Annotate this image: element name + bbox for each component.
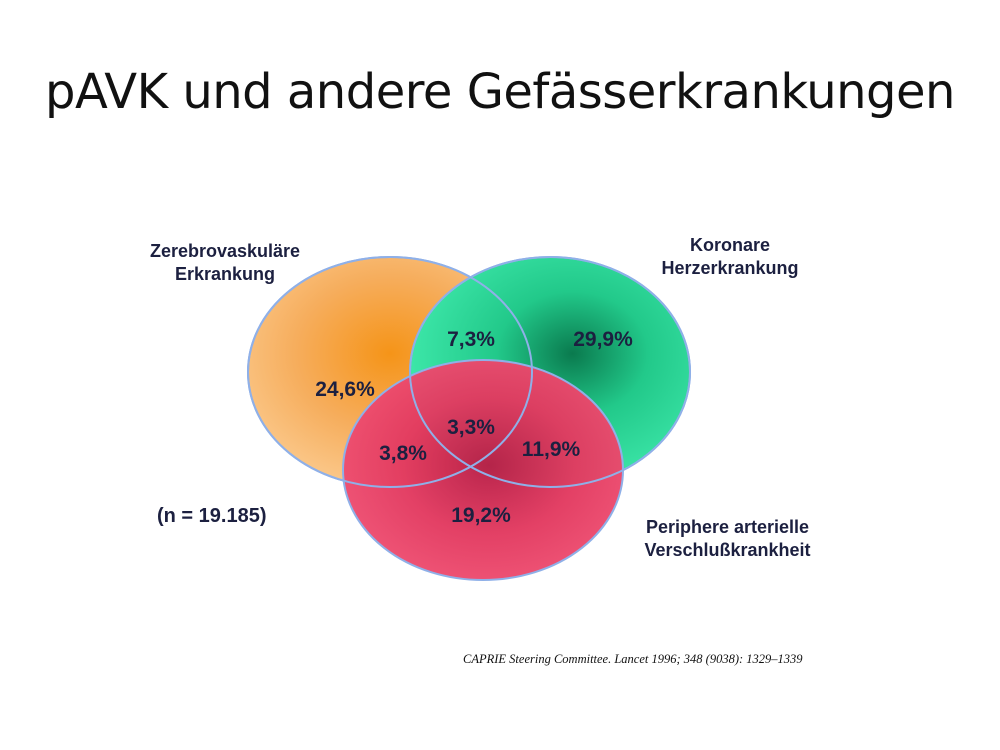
region-all-three: 3,3% bbox=[447, 416, 495, 439]
set-outline-cerebro bbox=[247, 256, 533, 488]
region-pad-only: 19,2% bbox=[451, 504, 511, 527]
region-cerebro-coronary: 7,3% bbox=[447, 328, 495, 351]
set-label-cerebro-line1: Zerebrovaskuläre bbox=[149, 241, 301, 261]
set-label-pad: Periphere arterielle Verschlußkrankheit bbox=[620, 516, 835, 562]
set-label-coronary-line2: Herzerkrankung bbox=[661, 258, 799, 278]
citation: CAPRIE Steering Committee. Lancet 1996; … bbox=[463, 652, 803, 666]
region-coronary-only: 29,9% bbox=[573, 328, 633, 351]
slide-title: pAVK und andere Gefässerkrankungen bbox=[45, 64, 955, 120]
set-circle-pad bbox=[342, 359, 624, 581]
set-label-pad-line2: Verschlußkrankheit bbox=[644, 540, 811, 560]
set-label-cerebro-line2: Erkrankung bbox=[174, 264, 276, 284]
region-cerebro-only: 24,6% bbox=[315, 378, 375, 401]
set-label-coronary: Koronare Herzerkrankung bbox=[635, 234, 825, 280]
set-outline-coronary bbox=[409, 256, 691, 488]
set-label-cerebro: Zerebrovaskuläre Erkrankung bbox=[130, 240, 320, 286]
set-label-coronary-line1: Koronare bbox=[689, 235, 770, 255]
set-label-pad-line1: Periphere arterielle bbox=[645, 517, 810, 537]
sample-size-label: (n = 19.185) bbox=[157, 505, 267, 527]
region-cerebro-pad: 3,8% bbox=[379, 442, 427, 465]
region-coronary-pad: 11,9% bbox=[522, 438, 581, 461]
